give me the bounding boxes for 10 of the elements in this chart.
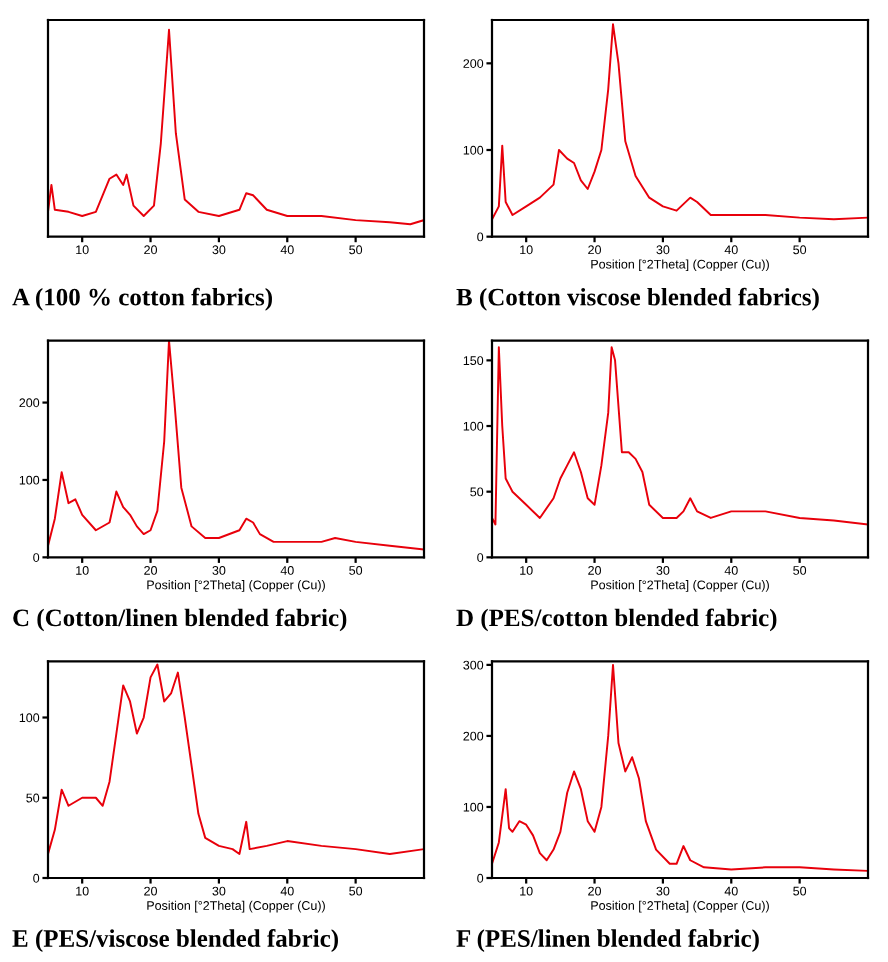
line-series xyxy=(492,663,868,872)
line-series xyxy=(492,346,868,526)
text: D (PES/cotton blended fabric) xyxy=(456,608,777,632)
line-series xyxy=(492,23,868,221)
text: F (PES/linen blended fabric) xyxy=(456,929,759,952)
line-series xyxy=(48,340,424,551)
text: B (Cotton viscose blended fabrics) xyxy=(456,287,819,311)
text: C (Cotton/linen blended fabric) xyxy=(13,608,347,632)
text: A (100 % cotton fabrics) xyxy=(12,287,272,311)
text: E (PES/viscose blended fabric) xyxy=(12,929,338,952)
